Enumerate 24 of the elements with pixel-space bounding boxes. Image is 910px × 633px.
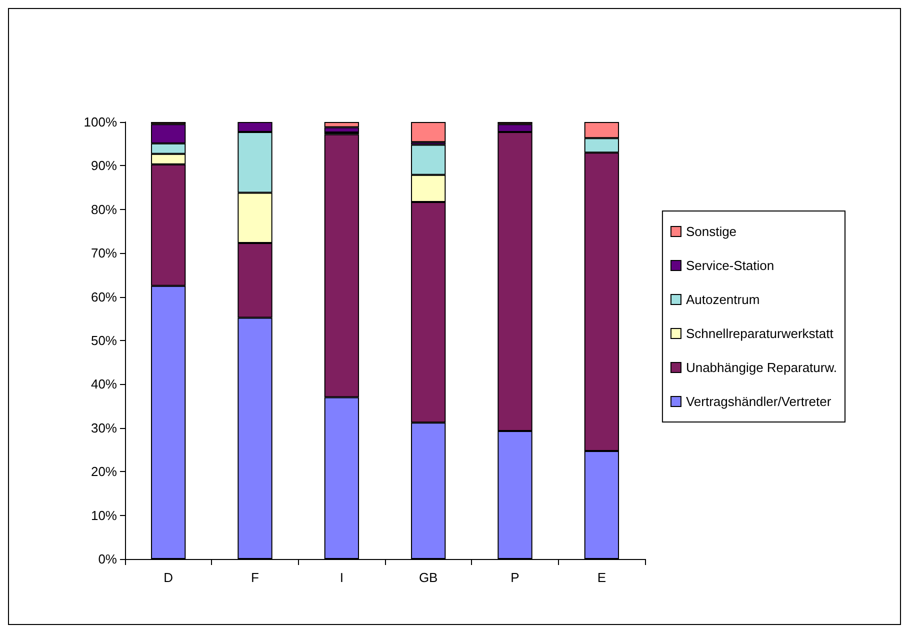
y-tick-label: 20% [90,464,118,480]
y-tick-label: 0% [98,552,118,566]
y-tick-label: 40% [90,376,118,392]
y-tick-label: 60% [90,289,118,304]
y-tick-label: 10% [90,508,118,523]
y-tick-label: 30% [90,420,118,436]
legend-label: Sonstige [686,224,737,239]
x-tick-label: I [340,570,344,585]
y-tick-label: 70% [90,246,118,261]
x-tick-label: GB [418,570,438,585]
legend-label: Schnellreparaturwerkstatt [686,326,834,341]
y-tick-label: 80% [90,202,118,217]
legend-label: Unabhängige Reparaturw. [686,360,838,375]
y-tick-label: 90% [90,158,118,174]
x-tick-label: P [510,570,520,585]
x-tick-label: E [597,570,606,585]
legend-label: Vertragshändler/Vertreter [686,394,832,409]
legend-label: Service-Station [686,258,774,273]
bar [411,122,446,142]
legend-label: Autozentrum [686,292,760,307]
x-tick-label: F [251,570,260,585]
y-tick-label: 100% [84,114,118,130]
y-tick-label: 50% [90,333,118,348]
x-tick-label: D [164,570,174,585]
